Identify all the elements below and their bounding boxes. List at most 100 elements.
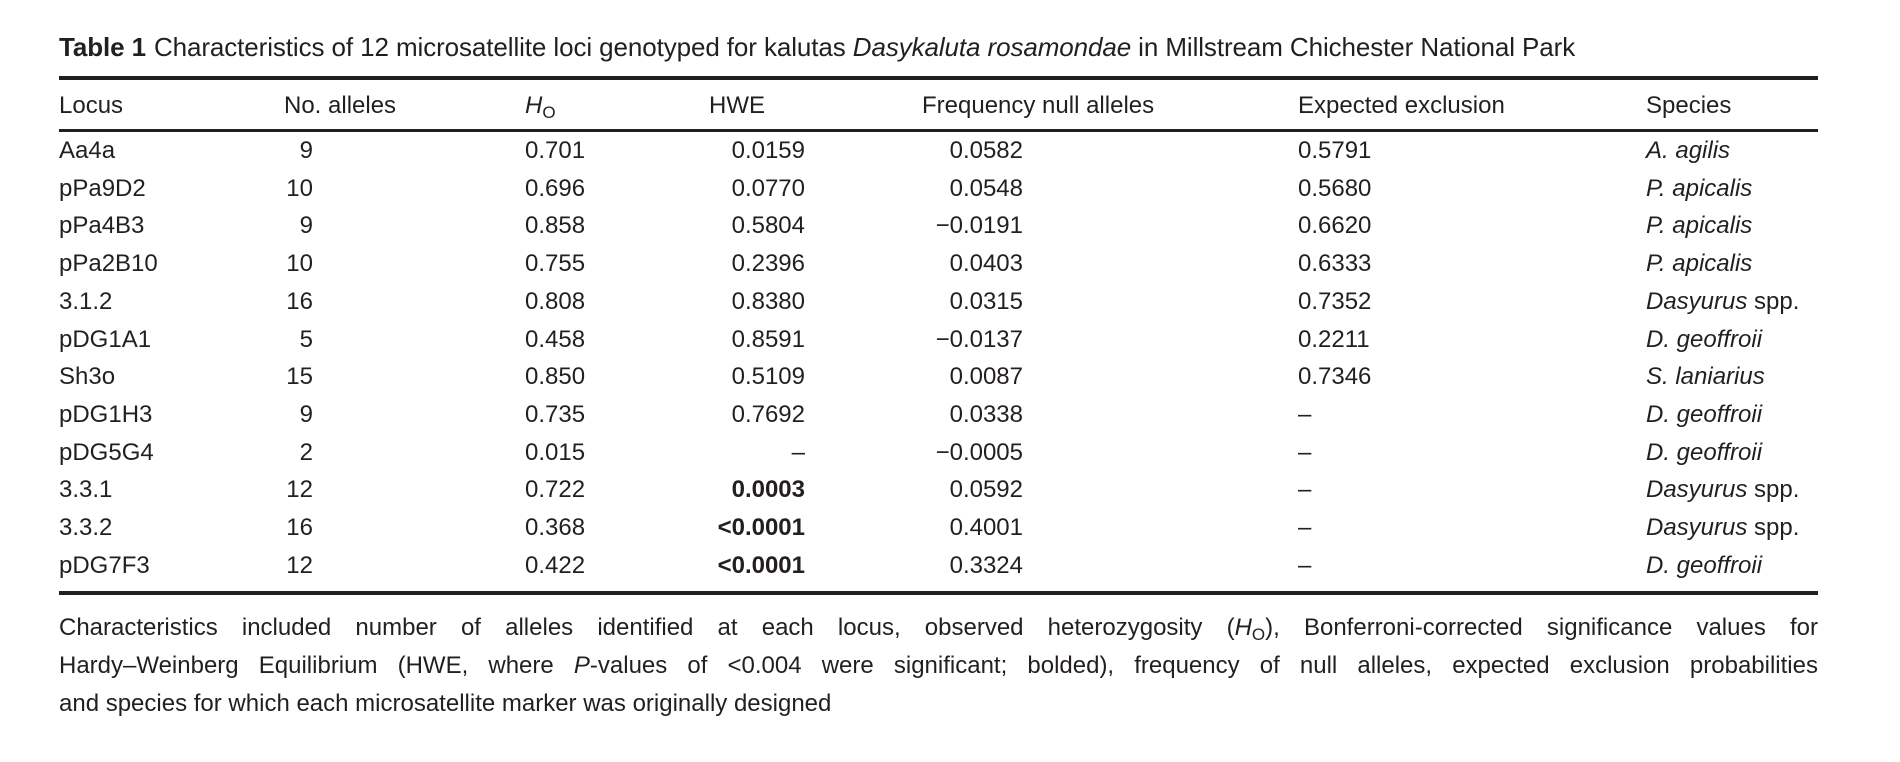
caption-line-2: Hardy–Weinberg Equilibrium (HWE, where P… [59,647,1818,685]
header-ho: HO [525,90,556,122]
species-name: Dasyurus [1646,476,1748,504]
cell-hwe: 0.8591 [731,325,805,353]
cell-freq-null: 0.0592 [949,476,1023,504]
title-text-end: in Millstream Chichester National Park [1131,32,1576,62]
cell-ho: 0.422 [525,551,586,579]
cell-hwe: 0.0003 [731,476,805,504]
cell-freq-null: −0.0191 [935,212,1023,240]
cell-freq-null: 0.0338 [949,400,1023,428]
title-text: Characteristics of 12 microsatellite loc… [153,32,853,62]
cell-alleles: 15 [286,363,313,391]
cell-ho: 0.696 [525,174,586,202]
header-species: Species [1646,92,1732,119]
cell-species: P. apicalis [1646,208,1752,244]
cell-alleles: 16 [286,514,313,541]
cell-ho: 0.808 [525,287,586,315]
cell-locus: pPa9D2 [59,174,146,202]
cell-expected-exclusion: – [1298,551,1312,579]
header-ho-sub: O [542,103,556,122]
species-name: P. apicalis [1646,250,1753,278]
table-row: pDG7F3 12 0.422 <0.0001 0.3324 – D. geoffroii [0,548,1900,584]
table-row: pDG1H3 9 0.735 0.7692 0.0338 – D. geoffroii [0,397,1900,433]
cell-freq-null: 0.0582 [949,137,1023,164]
table-row: pPa9D2 10 0.696 0.0770 0.0548 0.5680 P. apical… [0,171,1900,207]
title-species: Dasykaluta rosamondae [852,32,1132,62]
caption-text: Characteristics included number of allel… [59,614,1235,641]
species-name: D. geoffroii [1646,325,1763,353]
cell-locus: 3.3.1 [59,476,113,504]
cell-species: P. apicalis [1646,246,1752,282]
cell-expected-exclusion: 0.5680 [1298,174,1372,202]
cell-freq-null: 0.0548 [949,174,1023,202]
cell-species: D. geoffroii [1646,435,1762,471]
species-name: S. laniarius [1646,363,1765,391]
table-title: Table 1 Characteristics of 12 microsatell… [59,31,1575,63]
cell-hwe: <0.0001 [717,551,805,579]
cell-locus: Sh3o [59,363,116,391]
cell-freq-null: 0.0315 [949,287,1023,315]
cell-species: A. agilis [1646,133,1730,169]
species-name: P. apicalis [1646,212,1753,240]
cell-ho: 0.458 [525,325,586,353]
cell-freq-null: −0.0137 [935,325,1023,353]
table-row: pPa2B10 10 0.755 0.2396 0.0403 0.6333 P. apica… [0,246,1900,282]
species-name: D. geoffroii [1646,400,1763,428]
cell-species: S. laniarius [1646,359,1765,395]
cell-hwe: 0.0770 [731,174,805,202]
header-freq-null: Frequency null alleles [922,92,1155,119]
cell-species: Dasyurus spp. [1646,510,1799,546]
table-row: pDG5G4 2 0.015 – −0.0005 – D. geoffroii [0,435,1900,471]
cell-species: Dasyurus spp. [1646,284,1799,320]
table-caption: Characteristics included number of allel… [59,609,1818,723]
caption-line-1: Characteristics included number of allel… [59,609,1818,647]
cell-alleles: 2 [299,438,313,466]
species-name: Dasyurus [1646,514,1748,541]
cell-locus: pPa2B10 [59,250,158,278]
cell-expected-exclusion: 0.6333 [1298,250,1372,278]
cell-locus: 3.3.2 [59,514,113,541]
cell-ho: 0.735 [525,400,586,428]
cell-hwe: 0.8380 [731,287,805,315]
cell-locus: pDG7F3 [59,551,150,579]
caption-text: -values of <0.004 were significant; bold… [589,652,1818,679]
header-alleles: No. alleles [284,92,397,119]
cell-ho: 0.368 [525,514,586,541]
caption-line-3: and species for which each microsatellit… [59,690,832,717]
species-suffix: spp. [1747,476,1800,504]
caption-ho-sub: O [1251,625,1266,644]
cell-alleles: 9 [299,400,313,428]
cell-alleles: 10 [286,174,313,202]
species-suffix: spp. [1747,287,1800,315]
table-row: 3.3.2 16 0.368 <0.0001 0.4001 – Dasyurus spp. [0,510,1900,546]
cell-locus: pDG5G4 [59,438,154,466]
cell-locus: pPa4B3 [59,212,145,240]
cell-alleles: 12 [286,476,313,504]
cell-freq-null: 0.0087 [949,363,1023,391]
header-expected-exclusion: Expected exclusion [1298,92,1505,119]
cell-species: D. geoffroii [1646,322,1762,358]
table-row: pPa4B3 9 0.858 0.5804 −0.0191 0.6620 P. apical… [0,208,1900,244]
cell-expected-exclusion: – [1298,476,1312,504]
cell-species: D. geoffroii [1646,548,1762,584]
cell-ho: 0.858 [525,212,586,240]
cell-ho: 0.722 [525,476,586,504]
cell-freq-null: −0.0005 [935,438,1023,466]
cell-species: D. geoffroii [1646,397,1762,433]
species-name: D. geoffroii [1646,551,1763,579]
species-suffix: spp. [1747,514,1800,541]
cell-expected-exclusion: – [1298,400,1312,428]
cell-expected-exclusion: 0.5791 [1298,137,1372,164]
cell-species: P. apicalis [1646,171,1752,207]
cell-expected-exclusion: – [1298,438,1312,466]
cell-freq-null: 0.0403 [949,250,1023,278]
cell-alleles: 16 [286,287,313,315]
cell-expected-exclusion: – [1298,514,1312,541]
cell-locus: Aa4a [59,137,116,164]
cell-alleles: 12 [286,551,313,579]
cell-expected-exclusion: 0.7346 [1298,363,1372,391]
cell-locus: pDG1A1 [59,325,152,353]
cell-alleles: 9 [299,212,313,240]
header-rule [59,129,1818,132]
bottom-rule [59,591,1818,595]
cell-locus: pDG1H3 [59,400,153,428]
